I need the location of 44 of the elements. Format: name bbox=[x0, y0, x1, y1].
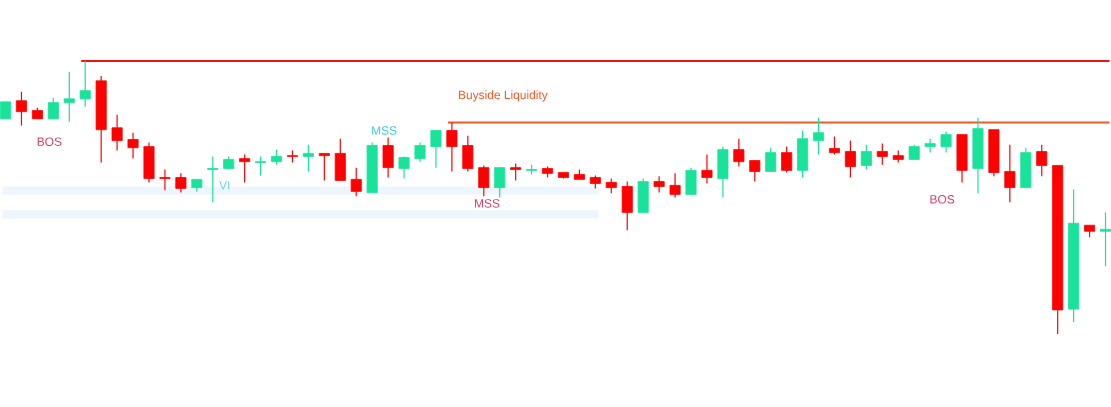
candlestick bbox=[478, 165, 490, 198]
candlestick bbox=[701, 154, 713, 185]
candlestick bbox=[765, 147, 777, 173]
candlestick bbox=[159, 169, 171, 192]
candlestick bbox=[1036, 144, 1048, 178]
candlestick bbox=[430, 130, 442, 169]
candlestick bbox=[79, 60, 91, 108]
candlestick bbox=[414, 142, 426, 163]
candlestick bbox=[111, 114, 123, 152]
candlestick bbox=[813, 117, 825, 156]
candlestick bbox=[398, 156, 410, 180]
candlestick bbox=[749, 160, 761, 183]
annotation: BOS bbox=[37, 137, 62, 147]
candlestick bbox=[924, 138, 936, 154]
candlestick bbox=[175, 173, 187, 194]
annotation: VI bbox=[219, 181, 230, 190]
ref-line-label: Buyside Liquidity bbox=[459, 90, 548, 102]
annotation: BOS bbox=[930, 195, 955, 204]
candlestick bbox=[15, 91, 27, 127]
candlestick bbox=[733, 138, 745, 168]
candlestick bbox=[1004, 144, 1016, 204]
candlestick bbox=[318, 153, 330, 182]
candlestick bbox=[669, 173, 681, 199]
candlestick bbox=[446, 122, 458, 173]
candlestick bbox=[844, 140, 856, 179]
candlestick bbox=[876, 143, 888, 166]
annotation: MSS bbox=[372, 126, 397, 135]
candlestick bbox=[653, 176, 665, 194]
candlestick bbox=[63, 71, 75, 123]
candlestick bbox=[127, 132, 139, 160]
candlestick bbox=[207, 156, 219, 204]
candlestick bbox=[1100, 212, 1111, 268]
candlestick bbox=[462, 135, 474, 173]
candlestick bbox=[494, 167, 506, 199]
candlestick bbox=[302, 144, 314, 173]
candlestick bbox=[781, 146, 793, 174]
candlestick bbox=[382, 137, 394, 179]
candlestick bbox=[860, 144, 872, 171]
candlestick bbox=[239, 154, 251, 184]
candlestick bbox=[828, 136, 840, 156]
candlestick bbox=[940, 131, 952, 154]
annotation: MSS bbox=[474, 199, 500, 208]
candlestick bbox=[255, 156, 267, 177]
candlestick bbox=[350, 167, 362, 198]
